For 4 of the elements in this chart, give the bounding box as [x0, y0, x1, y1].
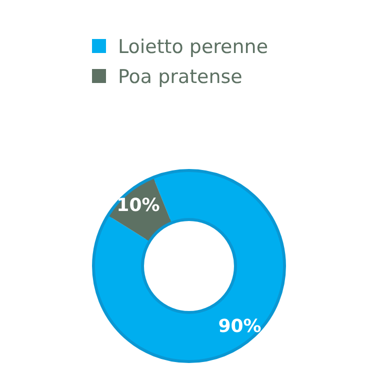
legend-label: Poa pratense — [118, 66, 242, 88]
data-label: 90% — [218, 316, 262, 338]
legend-label: Loietto perenne — [118, 36, 268, 58]
data-label: 10% — [116, 194, 160, 216]
